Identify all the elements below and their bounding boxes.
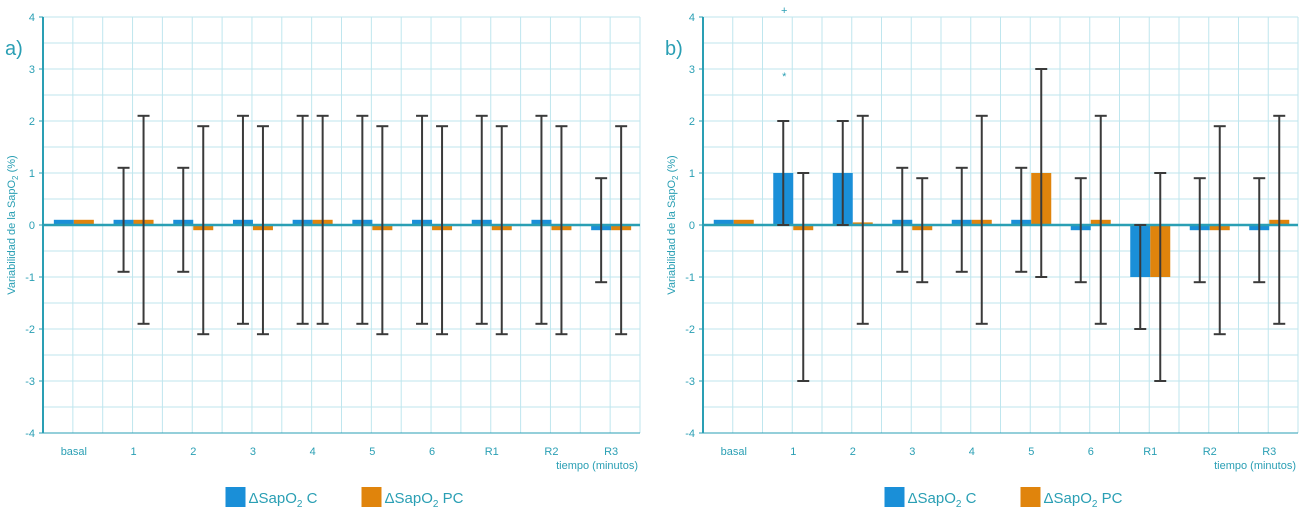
- y-tick-label: 4: [689, 12, 695, 24]
- chart-panel-b: -4 -3 -2 -1 0 1 2 3 4 basal 1 2 3 4 5 6 R1 R2 R3 tiempo (mi…: [665, 5, 1299, 510]
- x-tick-label: 2: [190, 446, 196, 458]
- x-tick-label: 3: [909, 446, 915, 458]
- bar-c: [713, 219, 734, 225]
- bar-pc: [733, 219, 754, 225]
- x-tick-label: 2: [850, 446, 856, 458]
- x-tick-label: 6: [1088, 446, 1094, 458]
- x-axis-title: tiempo (minutos): [1214, 460, 1296, 472]
- x-tick-label: R1: [1143, 446, 1157, 458]
- legend-swatch-c: [884, 487, 905, 507]
- legend: ΔSapO2 C ΔSapO2 PC: [884, 487, 1123, 510]
- legend-label-c: ΔSapO2 C: [908, 490, 977, 510]
- y-tick-label: 1: [29, 168, 35, 180]
- y-tick-label: -3: [685, 376, 695, 388]
- y-axis-title: Variabilidad de la SapO2 (%): [666, 155, 680, 294]
- x-tick-label: 1: [790, 446, 796, 458]
- y-tick-label: -4: [685, 428, 695, 440]
- legend-label-c: ΔSapO2 C: [249, 490, 318, 510]
- panel-label: a): [5, 38, 23, 60]
- legend: ΔSapO2 C ΔSapO2 PC: [225, 487, 464, 510]
- y-tick-label: -2: [25, 324, 35, 336]
- panel-label: b): [665, 38, 683, 60]
- legend-label-pc: ΔSapO2 PC: [385, 490, 464, 510]
- annotation-plus: +: [781, 5, 787, 17]
- x-tick-label: R2: [544, 446, 558, 458]
- x-tick-label: R3: [1262, 446, 1276, 458]
- x-tick-label: 1: [130, 446, 136, 458]
- annotation-star: *: [782, 71, 787, 83]
- x-tick-label: 5: [369, 446, 375, 458]
- y-axis-title: Variabilidad de la SapO2 (%): [6, 155, 20, 294]
- y-tick-label: -4: [25, 428, 35, 440]
- y-tick-label: 0: [689, 220, 695, 232]
- bar-c: [53, 219, 74, 225]
- x-tick-label: basal: [721, 446, 747, 458]
- x-tick-label: basal: [61, 446, 87, 458]
- y-tick-label: -3: [25, 376, 35, 388]
- x-tick-label: R2: [1203, 446, 1217, 458]
- x-tick-label: 6: [429, 446, 435, 458]
- x-axis-title: tiempo (minutos): [556, 460, 638, 472]
- y-tick-label: 4: [29, 12, 35, 24]
- x-tick-label: R3: [604, 446, 618, 458]
- y-tick-label: -2: [685, 324, 695, 336]
- legend-label-pc: ΔSapO2 PC: [1044, 490, 1123, 510]
- bar-pc: [73, 219, 94, 225]
- x-tick-label: 4: [969, 446, 975, 458]
- x-tick-label: R1: [485, 446, 499, 458]
- y-tick-label: 3: [29, 64, 35, 76]
- y-tick-label: 2: [689, 116, 695, 128]
- y-tick-label: 2: [29, 116, 35, 128]
- x-tick-label: 4: [310, 446, 316, 458]
- y-tick-label: 3: [689, 64, 695, 76]
- y-tick-label: 0: [29, 220, 35, 232]
- x-tick-label: 3: [250, 446, 256, 458]
- legend-swatch-c: [225, 487, 246, 507]
- chart-panel-a: -4 -3 -2 -1 0 1 2 3 4 basal 1 2 3 4 5 6 R1 R2 R3 tiempo (mi…: [5, 12, 641, 510]
- y-tick-label: -1: [25, 272, 35, 284]
- legend-swatch-pc: [361, 487, 382, 507]
- legend-swatch-pc: [1020, 487, 1041, 507]
- x-tick-label: 5: [1028, 446, 1034, 458]
- y-tick-label: 1: [689, 168, 695, 180]
- y-tick-label: -1: [685, 272, 695, 284]
